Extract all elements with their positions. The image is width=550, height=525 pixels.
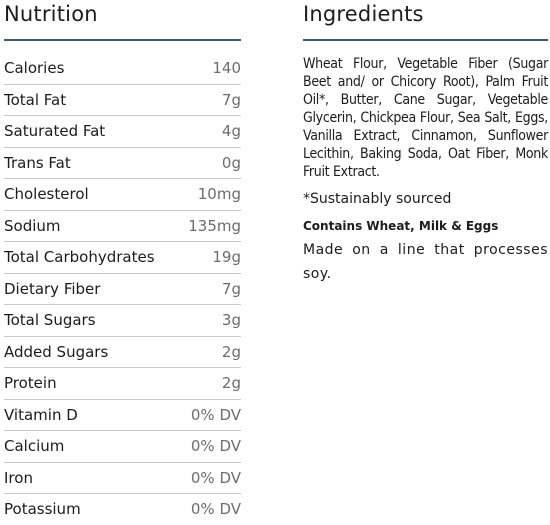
nutrient-row: Sodium 135mg <box>4 211 241 242</box>
nutrient-value: 2g <box>221 374 241 393</box>
nutrient-row: Saturated Fat 4g <box>4 116 241 148</box>
nutrient-value: 7g <box>221 90 241 109</box>
nutrient-name: Protein <box>4 374 57 393</box>
nutrient-value: 2g <box>221 342 241 361</box>
nutrient-list: Calories 140 Total Fat 7g Saturated Fat 4g Tra… <box>4 53 241 525</box>
ingredients-list-text: Wheat Flour, Vegetable Fiber (Sugar Beet… <box>303 56 548 180</box>
nutrient-row: Iron 0% DV <box>4 463 241 494</box>
nutrient-value: 0% DV <box>190 437 241 456</box>
nutrient-name: Iron <box>4 468 33 487</box>
nutrient-row: Trans Fat 0g <box>4 148 241 179</box>
nutrient-row: Calcium 0% DV <box>4 431 241 463</box>
nutrient-row: Total Carbohydrates 19g <box>4 242 241 274</box>
nutrient-name: Total Carbohydrates <box>4 248 155 267</box>
nutrient-value: 0% DV <box>190 405 241 424</box>
nutrient-value: 19g <box>212 248 241 267</box>
nutrient-row: Calories 140 <box>4 53 241 85</box>
nutrient-value: 10mg <box>197 185 241 204</box>
nutrient-row: Total Fat 7g <box>4 85 241 116</box>
ingredients-title-divider <box>303 39 548 41</box>
nutrient-value: 7g <box>221 279 241 298</box>
nutrient-value: 0% DV <box>190 468 241 487</box>
nutrient-value: 135mg <box>188 216 241 235</box>
nutrient-name: Total Sugars <box>4 311 96 330</box>
ingredients-title: Ingredients <box>303 2 424 26</box>
nutrient-name: Calories <box>4 59 65 78</box>
facility-statement: Made on a line that processes soy. <box>303 242 548 282</box>
nutrition-title-divider <box>4 39 241 41</box>
nutrient-name: Cholesterol <box>4 185 89 204</box>
allergen-statement: Contains Wheat, Milk & Eggs <box>303 219 499 233</box>
nutrient-value: 4g <box>221 122 241 141</box>
nutrient-value: 0g <box>221 153 241 172</box>
nutrient-row: Cholesterol 10mg <box>4 179 241 211</box>
nutrient-name: Potassium <box>4 500 81 519</box>
nutrient-name: Saturated Fat <box>4 122 106 141</box>
nutrient-name: Added Sugars <box>4 342 109 361</box>
nutrition-panel: Nutrition Calories 140 Total Fat 7g Saturate… <box>4 0 241 525</box>
nutrient-name: Trans Fat <box>4 153 71 172</box>
nutrient-row: Total Sugars 3g <box>4 305 241 337</box>
nutrient-value: 0% DV <box>190 500 241 519</box>
nutrient-name: Sodium <box>4 216 61 235</box>
sourcing-footnote: *Sustainably sourced <box>303 191 452 207</box>
nutrient-name: Vitamin D <box>4 405 78 424</box>
nutrient-row: Vitamin D 0% DV <box>4 400 241 431</box>
nutrient-row: Potassium 0% DV <box>4 494 241 525</box>
ingredients-panel: Ingredients Wheat Flour, Vegetable Fiber… <box>303 0 548 286</box>
nutrient-row: Dietary Fiber 7g <box>4 274 241 305</box>
nutrient-row: Added Sugars 2g <box>4 337 241 368</box>
nutrient-name: Calcium <box>4 437 65 456</box>
nutrient-name: Dietary Fiber <box>4 279 101 298</box>
nutrition-title: Nutrition <box>4 2 98 26</box>
nutrient-value: 140 <box>212 59 241 78</box>
nutrient-value: 3g <box>221 311 241 330</box>
nutrient-name: Total Fat <box>4 90 67 109</box>
nutrient-row: Protein 2g <box>4 368 241 400</box>
